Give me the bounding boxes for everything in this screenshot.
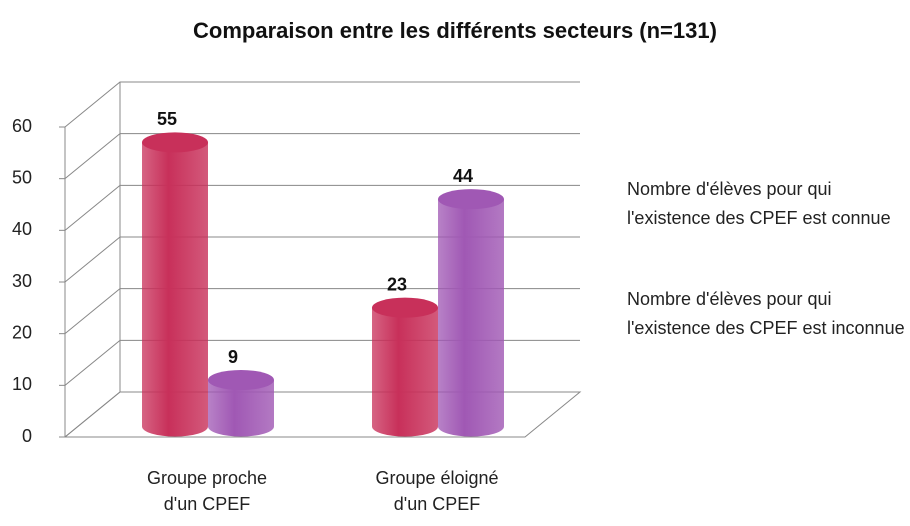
x-tick-label: Groupe proche d'un CPEF: [146, 468, 268, 514]
data-label: 44: [453, 166, 473, 186]
bar: [372, 307, 438, 437]
data-label: 55: [157, 109, 177, 129]
legend-entry: Nombre d'élèves pour qui l'existence des…: [627, 289, 905, 338]
chart-title: Comparaison entre les différents secteur…: [193, 18, 717, 43]
bar-top: [208, 370, 274, 390]
y-tick-label: 50: [12, 167, 32, 187]
bar: [208, 380, 274, 437]
y-tick-label: 40: [12, 219, 32, 239]
y-tick-label: 60: [12, 116, 32, 136]
bar-top: [372, 297, 438, 318]
bar-top: [142, 132, 208, 153]
data-label: 23: [387, 274, 407, 294]
y-tick-label: 30: [12, 271, 32, 291]
grid-line: [64, 288, 580, 335]
legend-entry: Nombre d'élèves pour qui l'existence des…: [627, 179, 891, 228]
y-tick-label: 10: [12, 374, 32, 394]
y-tick-label: 0: [22, 426, 32, 446]
grid-line: [64, 236, 580, 283]
x-tick-label: Groupe éloigné d'un CPEF: [375, 468, 499, 514]
bar-top: [438, 189, 504, 210]
grid-line: [64, 133, 580, 180]
bar: [438, 199, 504, 437]
y-tick-label: 20: [12, 322, 32, 342]
bar: [142, 142, 208, 437]
data-label: 9: [228, 347, 238, 367]
grid-line: [64, 81, 580, 128]
grid-line: [64, 184, 580, 231]
